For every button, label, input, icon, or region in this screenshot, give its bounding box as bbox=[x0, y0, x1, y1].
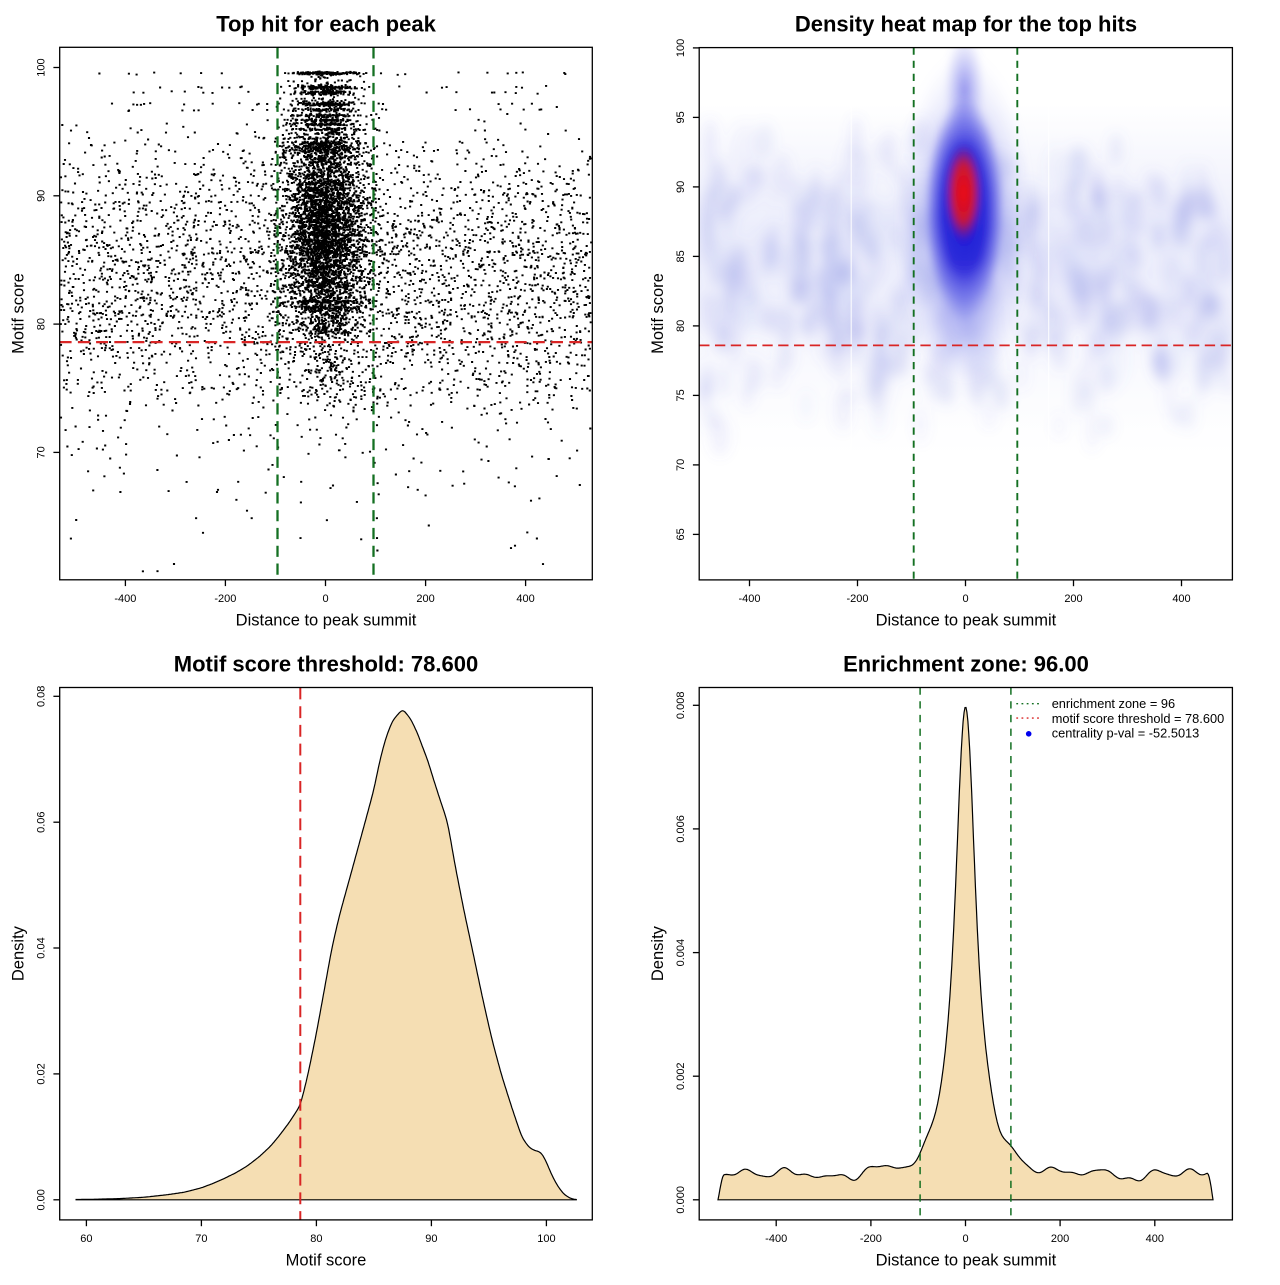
svg-text:70: 70 bbox=[675, 459, 687, 471]
svg-text:95: 95 bbox=[675, 111, 687, 123]
svg-text:70: 70 bbox=[195, 1233, 207, 1245]
svg-text:0: 0 bbox=[322, 593, 328, 605]
svg-text:90: 90 bbox=[425, 1233, 437, 1245]
svg-text:200: 200 bbox=[1064, 593, 1082, 605]
svg-text:Motif score threshold: 78.600: Motif score threshold: 78.600 bbox=[174, 652, 478, 677]
svg-text:0.004: 0.004 bbox=[675, 939, 687, 967]
svg-text:100: 100 bbox=[537, 1233, 555, 1245]
svg-text:0.02: 0.02 bbox=[36, 1063, 48, 1084]
svg-text:80: 80 bbox=[675, 320, 687, 332]
svg-text:-200: -200 bbox=[846, 593, 868, 605]
svg-text:0.008: 0.008 bbox=[675, 692, 687, 720]
svg-text:100: 100 bbox=[36, 58, 48, 76]
svg-text:80: 80 bbox=[310, 1233, 322, 1245]
svg-text:70: 70 bbox=[36, 446, 48, 458]
svg-text:Motif score: Motif score bbox=[286, 1252, 367, 1270]
svg-text:Density: Density bbox=[649, 925, 667, 981]
svg-text:60: 60 bbox=[80, 1233, 92, 1245]
svg-text:Motif score: Motif score bbox=[649, 273, 667, 354]
svg-text:Distance to peak summit: Distance to peak summit bbox=[876, 611, 1057, 629]
svg-text:100: 100 bbox=[675, 39, 687, 57]
svg-text:400: 400 bbox=[1146, 1233, 1164, 1245]
svg-text:enrichment zone = 96: enrichment zone = 96 bbox=[1052, 696, 1175, 711]
svg-text:90: 90 bbox=[675, 181, 687, 193]
svg-text:Motif score: Motif score bbox=[10, 273, 28, 354]
svg-text:-400: -400 bbox=[765, 1233, 787, 1245]
svg-text:200: 200 bbox=[416, 593, 434, 605]
svg-text:0.000: 0.000 bbox=[675, 1186, 687, 1214]
svg-text:-400: -400 bbox=[114, 593, 136, 605]
svg-text:motif score threshold = 78.600: motif score threshold = 78.600 bbox=[1052, 711, 1225, 726]
svg-text:-200: -200 bbox=[860, 1233, 882, 1245]
svg-text:90: 90 bbox=[36, 190, 48, 202]
svg-text:Top hit for each peak: Top hit for each peak bbox=[216, 12, 436, 37]
svg-text:0.04: 0.04 bbox=[36, 937, 48, 958]
svg-text:0.08: 0.08 bbox=[36, 686, 48, 707]
svg-text:400: 400 bbox=[516, 593, 534, 605]
svg-text:Enrichment zone: 96.00: Enrichment zone: 96.00 bbox=[843, 652, 1089, 677]
svg-text:0.002: 0.002 bbox=[675, 1062, 687, 1090]
svg-text:0.006: 0.006 bbox=[675, 815, 687, 843]
svg-text:-200: -200 bbox=[214, 593, 236, 605]
svg-text:0.06: 0.06 bbox=[36, 811, 48, 832]
svg-text:-400: -400 bbox=[738, 593, 760, 605]
svg-text:Distance to peak summit: Distance to peak summit bbox=[236, 611, 417, 629]
svg-text:centrality p-val = -52.5013: centrality p-val = -52.5013 bbox=[1052, 725, 1200, 740]
svg-text:200: 200 bbox=[1051, 1233, 1069, 1245]
svg-text:65: 65 bbox=[675, 528, 687, 540]
svg-text:85: 85 bbox=[675, 250, 687, 262]
svg-text:0: 0 bbox=[962, 593, 968, 605]
svg-text:Density heat map for the top h: Density heat map for the top hits bbox=[795, 12, 1137, 37]
svg-text:75: 75 bbox=[675, 389, 687, 401]
svg-text:0.00: 0.00 bbox=[36, 1189, 48, 1210]
svg-text:80: 80 bbox=[36, 318, 48, 330]
svg-text:Distance to peak summit: Distance to peak summit bbox=[876, 1252, 1057, 1270]
svg-text:400: 400 bbox=[1172, 593, 1190, 605]
svg-text:Density: Density bbox=[10, 925, 28, 981]
svg-text:0: 0 bbox=[962, 1233, 968, 1245]
